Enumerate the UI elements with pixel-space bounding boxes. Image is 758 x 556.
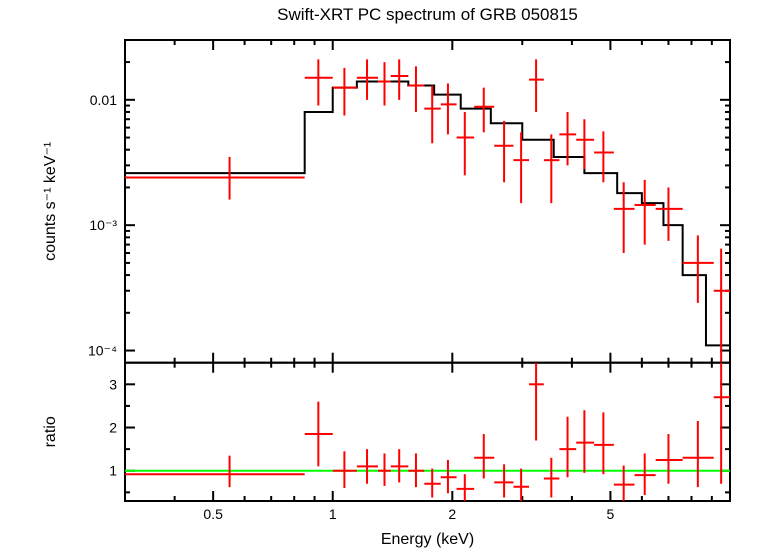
spectrum-chart: Swift-XRT PC spectrum of GRB 050815 10⁻⁴ 1…	[0, 0, 758, 556]
xtick-label: 2	[448, 506, 456, 522]
chart-svg: Swift-XRT PC spectrum of GRB 050815 10⁻⁴ 1…	[0, 0, 758, 556]
ytick-label-top: 10⁻³	[89, 217, 117, 233]
xtick-label: 5	[607, 506, 615, 522]
y-axis-label-bottom: ratio	[42, 416, 59, 447]
ytick-label-bottom: 1	[109, 463, 117, 479]
y-axis-label-top: counts s⁻¹ keV⁻¹	[42, 142, 59, 261]
xtick-label: 0.5	[203, 506, 223, 522]
x-axis-label: Energy (keV)	[381, 531, 474, 548]
ytick-label-bottom: 2	[109, 420, 117, 436]
chart-title: Swift-XRT PC spectrum of GRB 050815	[277, 5, 578, 24]
ytick-label-top: 0.01	[90, 92, 117, 108]
ytick-label-bottom: 3	[109, 376, 117, 392]
ytick-label-top: 10⁻⁴	[88, 343, 117, 359]
xtick-label: 1	[329, 506, 337, 522]
